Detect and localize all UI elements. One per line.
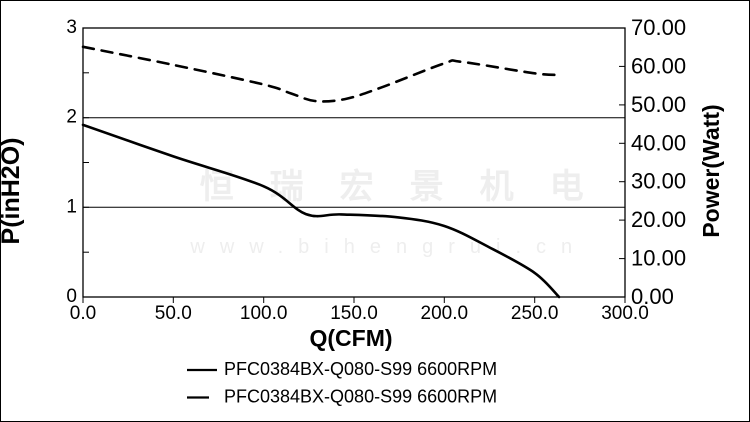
svg-text:www.bihengrui.cn: www.bihengrui.cn bbox=[189, 236, 587, 258]
svg-text:0.00: 0.00 bbox=[631, 284, 674, 309]
svg-text:50.0: 50.0 bbox=[155, 303, 192, 324]
svg-text:70.00: 70.00 bbox=[631, 15, 686, 40]
svg-text:2: 2 bbox=[66, 107, 77, 128]
svg-text:30.00: 30.00 bbox=[631, 169, 686, 194]
svg-text:Q(CFM): Q(CFM) bbox=[309, 325, 392, 351]
svg-text:1: 1 bbox=[66, 196, 77, 217]
svg-text:P(inH2O): P(inH2O) bbox=[1, 138, 25, 245]
svg-text:3: 3 bbox=[66, 17, 77, 38]
svg-text:20.00: 20.00 bbox=[631, 207, 686, 232]
svg-text:Power(Watt): Power(Watt) bbox=[698, 104, 724, 237]
svg-text:250.0: 250.0 bbox=[511, 303, 559, 324]
svg-text:10.00: 10.00 bbox=[631, 246, 686, 271]
svg-text:PFC0384BX-Q080-S99 6600RPM: PFC0384BX-Q080-S99 6600RPM bbox=[224, 359, 497, 379]
svg-text:40.00: 40.00 bbox=[631, 130, 686, 155]
svg-text:100.0: 100.0 bbox=[240, 303, 288, 324]
svg-text:200.0: 200.0 bbox=[421, 303, 469, 324]
svg-text:60.00: 60.00 bbox=[631, 53, 686, 78]
svg-text:150.0: 150.0 bbox=[330, 303, 378, 324]
svg-text:PFC0384BX-Q080-S99 6600RPM: PFC0384BX-Q080-S99 6600RPM bbox=[224, 387, 497, 407]
svg-text:50.00: 50.00 bbox=[631, 92, 686, 117]
svg-text:0.0: 0.0 bbox=[70, 303, 96, 324]
